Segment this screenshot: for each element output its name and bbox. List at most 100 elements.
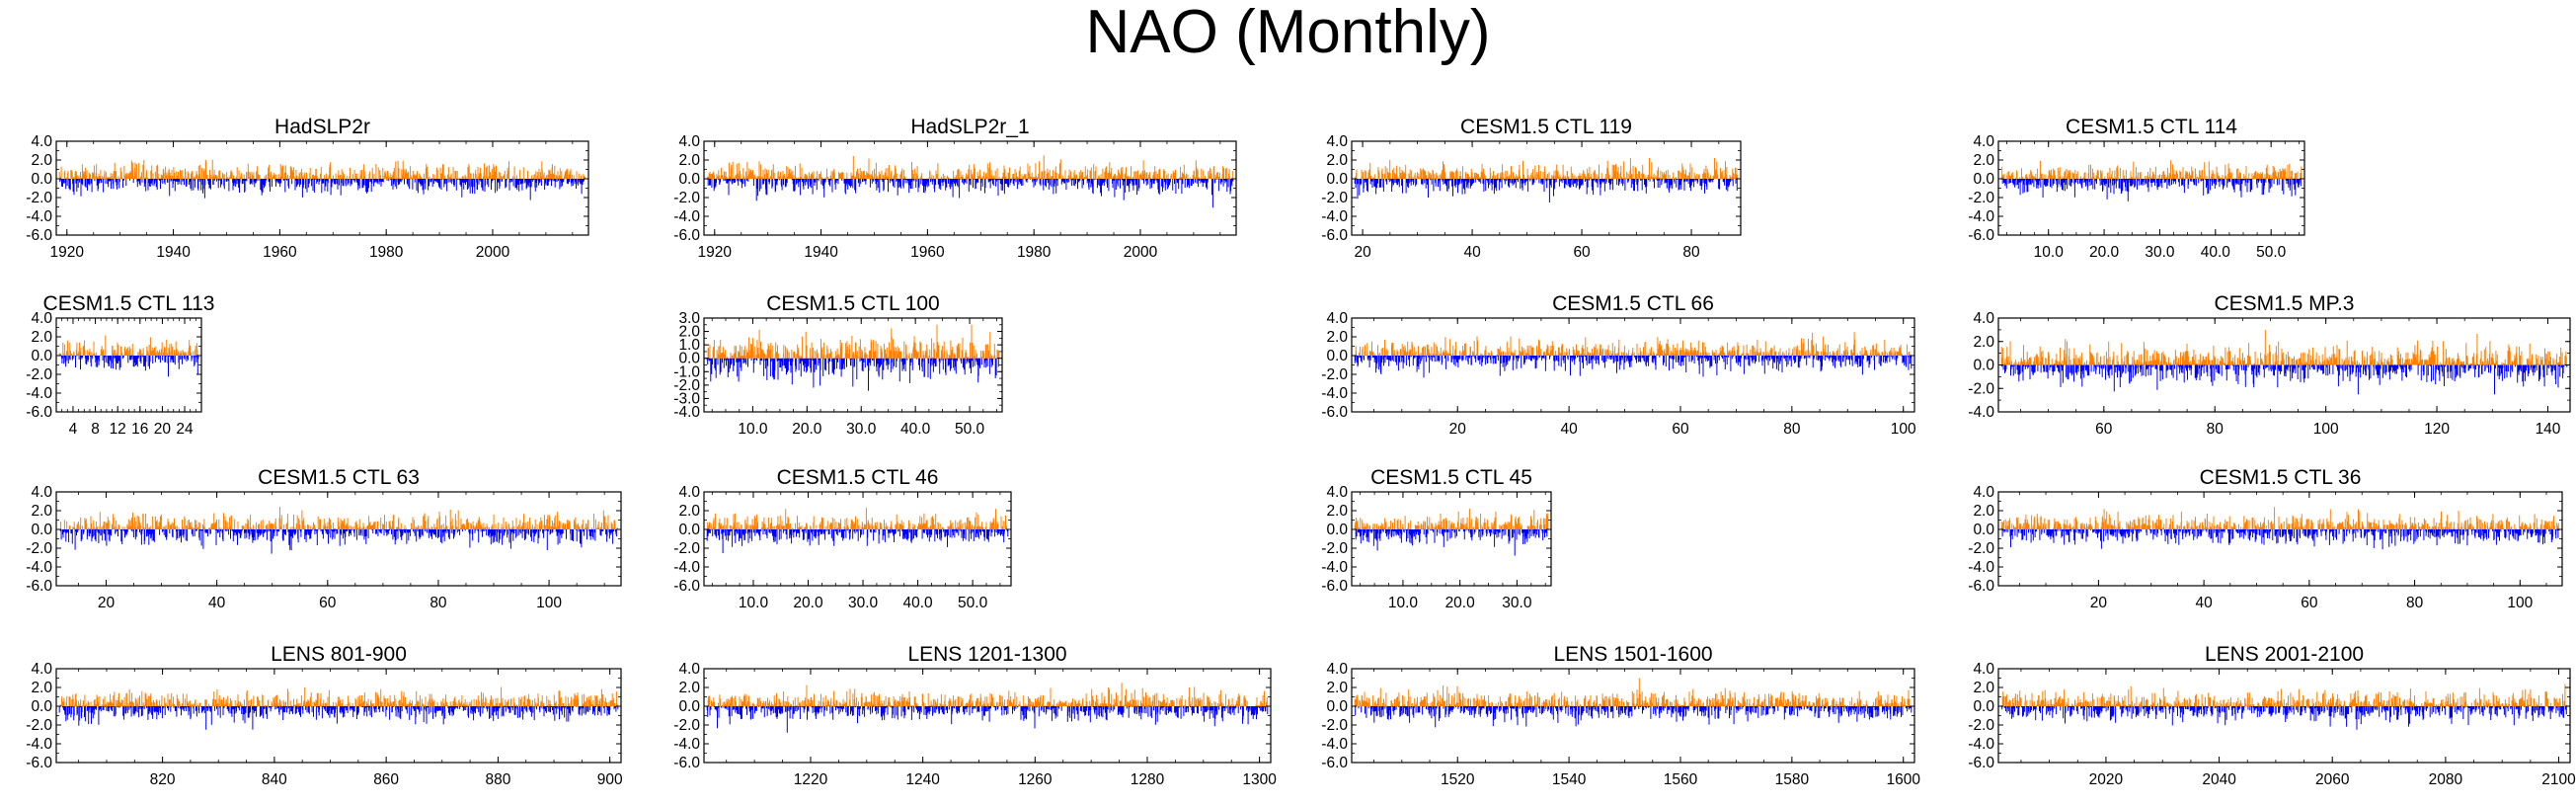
plot-panel: CESM1.5 CTL 114 4.0 2.0 0.0 -2.0 -4.0 -6.0 10.0… bbox=[1968, 116, 2305, 261]
x-tick-label: 20 bbox=[1354, 244, 1371, 261]
x-tick-label: 2080 bbox=[2429, 771, 2463, 788]
y-tick-label: -6.0 bbox=[1968, 227, 1994, 244]
y-tick-label: -6.0 bbox=[26, 404, 52, 421]
negative-bars bbox=[2001, 364, 2568, 395]
y-tick-label: -2.0 bbox=[1321, 540, 1348, 557]
y-tick-label: -2.0 bbox=[26, 366, 52, 383]
panel-title: CESM1.5 CTL 114 bbox=[2066, 116, 2237, 138]
y-tick-label: -4.0 bbox=[1321, 208, 1348, 225]
x-tick-label: 60 bbox=[2301, 595, 2318, 611]
x-tick-label: 50.0 bbox=[955, 421, 985, 438]
plot-frame bbox=[1351, 491, 1552, 587]
positive-bars bbox=[707, 324, 1000, 359]
positive-bars bbox=[707, 508, 1007, 529]
plot-frame bbox=[55, 317, 202, 413]
x-tick-label: 20 bbox=[2090, 595, 2108, 611]
y-tick-label: -4.0 bbox=[1968, 208, 1994, 225]
x-tick-label: 80 bbox=[429, 595, 447, 611]
panel-title: HadSLP2r bbox=[274, 116, 370, 138]
x-tick-label: 40 bbox=[208, 595, 226, 611]
positive-bars bbox=[2000, 160, 2303, 179]
x-tick-label: 10.0 bbox=[738, 421, 768, 438]
panel-title: LENS 1501-1600 bbox=[1553, 643, 1712, 666]
page-title: NAO (Monthly) bbox=[1085, 0, 1491, 66]
y-tick-label: -6.0 bbox=[1321, 404, 1348, 421]
plot-frame bbox=[703, 668, 1272, 764]
negative-bars bbox=[2001, 529, 2560, 550]
x-tick-label: 2100 bbox=[2541, 771, 2576, 788]
x-tick-label: 1280 bbox=[1131, 771, 1165, 788]
plot-panel: CESM1.5 CTL 63 4.0 2.0 0.0 -2.0 -4.0 -6.0 20 40 6… bbox=[26, 466, 622, 611]
x-tick-label: 1920 bbox=[698, 244, 733, 261]
y-tick-label: -6.0 bbox=[673, 227, 700, 244]
y-tick-label: -2.0 bbox=[1968, 380, 1994, 397]
x-tick-label: 50.0 bbox=[2256, 244, 2287, 261]
y-tick-label: 0.0 bbox=[678, 171, 700, 188]
y-tick-label: -6.0 bbox=[26, 755, 52, 771]
y-tick-label: 0.0 bbox=[678, 698, 700, 715]
x-tick-label: 40.0 bbox=[2201, 244, 2231, 261]
x-tick-label: 1600 bbox=[1886, 771, 1920, 788]
y-tick-label: -4.0 bbox=[673, 404, 700, 421]
y-tick-label: 2.0 bbox=[31, 329, 52, 346]
plot-panel: LENS 2001-2100 4.0 2.0 0.0 -2.0 -4.0 -6.0 2020 2… bbox=[1968, 643, 2576, 788]
plot-frame bbox=[1997, 140, 2305, 236]
x-tick-label: 100 bbox=[2507, 595, 2533, 611]
x-tick-label: 1580 bbox=[1775, 771, 1810, 788]
plot-panel: LENS 1501-1600 4.0 2.0 0.0 -2.0 -4.0 -6.0 1520 1… bbox=[1321, 643, 1920, 788]
y-tick-label: -4.0 bbox=[1968, 559, 1994, 576]
positive-bars bbox=[1355, 158, 1739, 179]
negative-bars bbox=[706, 706, 1269, 733]
x-tick-label: 10.0 bbox=[739, 595, 769, 611]
y-tick-label: -4.0 bbox=[1321, 385, 1348, 402]
x-tick-label: 1260 bbox=[1018, 771, 1053, 788]
x-tick-label: 1960 bbox=[263, 244, 297, 261]
y-tick-label: 0.0 bbox=[678, 522, 700, 538]
y-tick-label: 0.0 bbox=[31, 171, 52, 188]
plot-panel: CESM1.5 MP.3 4.0 2.0 0.0 -2.0 -4.0 60 80 100 120 1… bbox=[1968, 292, 2571, 438]
negative-bars bbox=[58, 706, 619, 730]
y-tick-label: 2.0 bbox=[1326, 329, 1348, 346]
y-tick-label: 0.0 bbox=[1326, 171, 1348, 188]
plot-panel: CESM1.5 CTL 119 4.0 2.0 0.0 -2.0 -4.0 -6.0 20 40… bbox=[1321, 116, 1742, 261]
y-tick-label: 2.0 bbox=[678, 324, 700, 341]
x-tick-label: 80 bbox=[2207, 421, 2225, 438]
x-tick-label: 2000 bbox=[1124, 244, 1158, 261]
x-tick-label: 20 bbox=[1449, 421, 1467, 438]
y-tick-label: -6.0 bbox=[1968, 755, 1994, 771]
y-tick-label: -2.0 bbox=[26, 717, 52, 734]
y-tick-label: -2.0 bbox=[1321, 366, 1348, 383]
y-tick-label: -6.0 bbox=[1968, 578, 1994, 595]
y-tick-label: 0.0 bbox=[1326, 348, 1348, 364]
x-tick-label: 40.0 bbox=[900, 421, 931, 438]
y-tick-label: -4.0 bbox=[26, 736, 52, 753]
plot-panel: CESM1.5 CTL 46 4.0 2.0 0.0 -2.0 -4.0 -6.0 10.0 2… bbox=[673, 466, 1012, 611]
y-tick-label: -4.0 bbox=[1968, 404, 1994, 421]
y-tick-label: -6.0 bbox=[673, 578, 700, 595]
x-tick-label: 140 bbox=[2536, 421, 2561, 438]
positive-bars bbox=[58, 159, 586, 179]
x-tick-label: 1520 bbox=[1441, 771, 1475, 788]
negative-bars bbox=[1354, 179, 1738, 202]
y-tick-label: 4.0 bbox=[31, 661, 52, 678]
positive-bars bbox=[2000, 684, 2568, 706]
y-tick-label: -4.0 bbox=[1968, 736, 1994, 753]
y-tick-label: -2.0 bbox=[1968, 717, 1994, 734]
x-tick-label: 10.0 bbox=[1388, 595, 1419, 611]
x-tick-label: 2040 bbox=[2202, 771, 2236, 788]
y-tick-label: 4.0 bbox=[1326, 310, 1348, 327]
x-tick-label: 20.0 bbox=[793, 595, 823, 611]
panel-title: LENS 2001-2100 bbox=[2205, 643, 2364, 666]
plot-panel: CESM1.5 CTL 100 3.02.01.00.0-1.0-2.0-3.0-… bbox=[673, 292, 1003, 438]
x-tick-label: 1300 bbox=[1242, 771, 1277, 788]
y-tick-label: 2.0 bbox=[678, 152, 700, 169]
x-tick-label: 1980 bbox=[369, 244, 404, 261]
y-tick-label: 4.0 bbox=[31, 133, 52, 150]
plot-panel: LENS 801-900 4.0 2.0 0.0 -2.0 -4.0 -6.0 820 840 8… bbox=[26, 643, 623, 788]
x-tick-label: 30.0 bbox=[1502, 595, 1532, 611]
y-tick-label: 2.0 bbox=[678, 680, 700, 696]
x-tick-label: 12 bbox=[110, 421, 126, 438]
x-tick-label: 100 bbox=[1891, 421, 1916, 438]
